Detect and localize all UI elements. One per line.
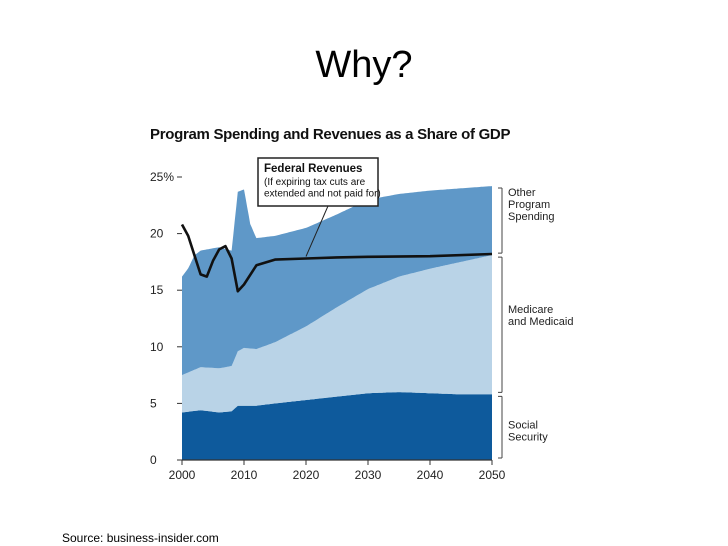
area-medicare-and-medicaid xyxy=(182,255,492,413)
y-tick-label: 5 xyxy=(150,396,157,410)
area-layer xyxy=(182,186,492,460)
series-brace xyxy=(498,187,503,254)
annotation-note: extended and not paid for) xyxy=(264,189,381,200)
x-tick-label: 2030 xyxy=(355,468,382,482)
series-label-social-security: Social xyxy=(508,419,538,431)
x-tick-label: 2000 xyxy=(169,468,196,482)
x-tick-label: 2020 xyxy=(293,468,320,482)
series-label-social-security: Security xyxy=(508,431,548,443)
y-tick-label: 15 xyxy=(150,283,164,297)
x-tick-label: 2040 xyxy=(417,468,444,482)
annotation-title: Federal Revenues xyxy=(264,163,362,175)
x-tick-label: 2010 xyxy=(231,468,258,482)
annotation-note: (If expiring tax cuts are xyxy=(264,177,366,188)
y-tick-label: 20 xyxy=(150,227,164,241)
series-label-other-program-spending: Other xyxy=(508,187,536,199)
chart-title: Program Spending and Revenues as a Share… xyxy=(150,126,511,143)
axes-layer: 0 5 10 15 20 25% 2000 2010 2020 2030 2040 2050 xyxy=(150,170,506,482)
series-label-medicare-and-medicaid: Medicare xyxy=(508,304,553,316)
annotation-pointer xyxy=(305,205,329,257)
annotation-layer: Federal Revenues (If expiring tax cuts ar… xyxy=(257,157,381,257)
series-brace xyxy=(498,395,503,459)
y-tick-label: 10 xyxy=(150,340,164,354)
x-tick-label: 2050 xyxy=(479,468,506,482)
federal-revenues-line xyxy=(180,223,493,293)
slide-title: Why? xyxy=(315,44,413,86)
annotation-box xyxy=(257,157,379,207)
series-label-medicare-and-medicaid: and Medicaid xyxy=(508,316,573,328)
source-text: Source: business-insider.com xyxy=(62,531,219,545)
series-brace xyxy=(498,256,503,393)
y-tick-label: 0 xyxy=(150,453,157,467)
line-layer xyxy=(180,223,493,293)
series-label-other-program-spending: Spending xyxy=(508,211,555,223)
area-social-security xyxy=(182,392,492,460)
area-other-program-spending xyxy=(182,186,492,376)
y-tick-label: 25% xyxy=(150,170,174,184)
series-label-other-program-spending: Program xyxy=(508,199,550,211)
